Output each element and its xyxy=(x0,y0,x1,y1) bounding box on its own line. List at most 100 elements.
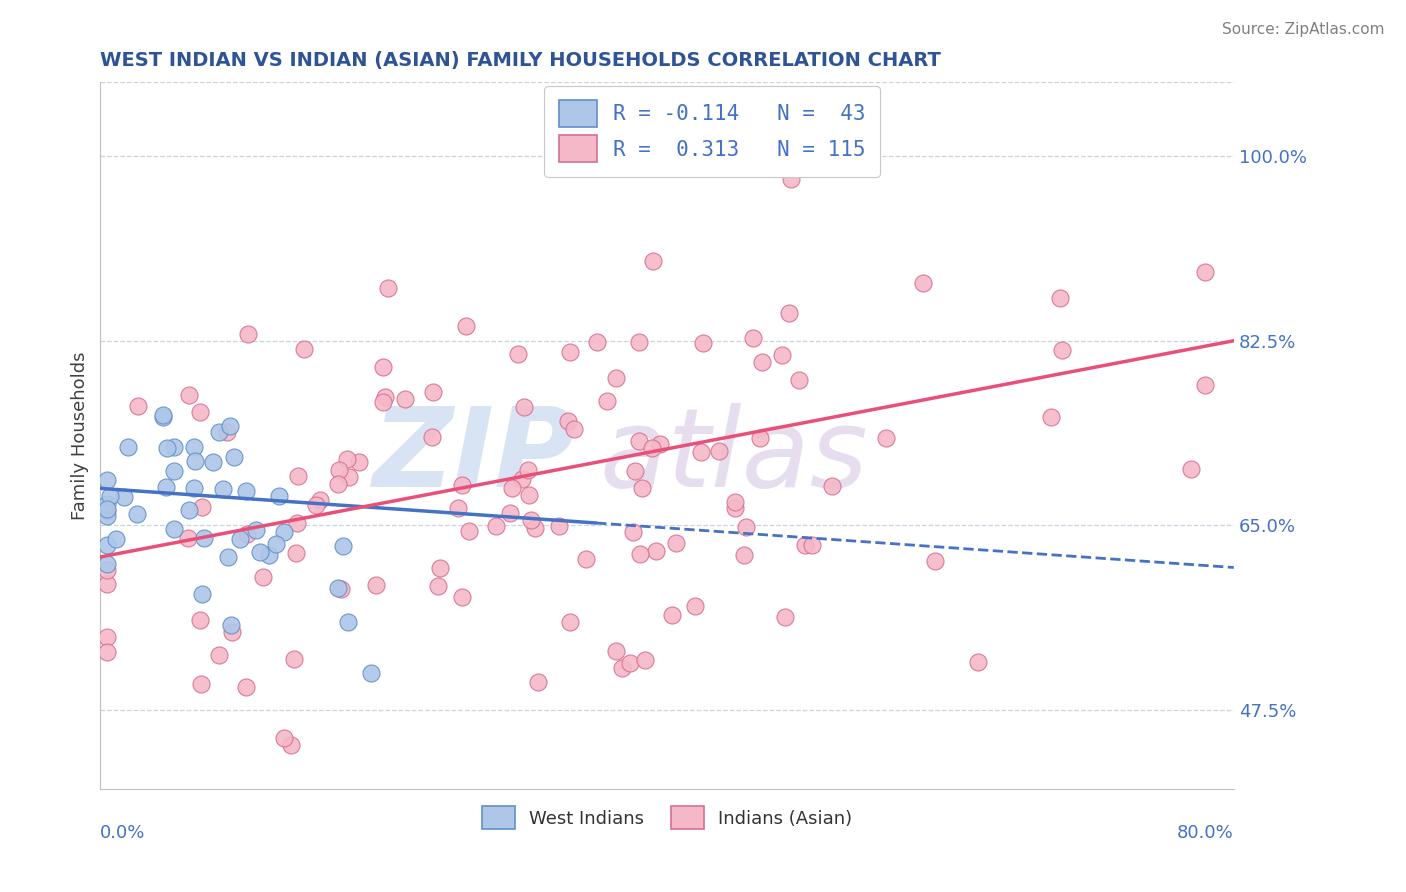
Point xyxy=(519,513,541,527)
Point xyxy=(112,491,135,505)
Point xyxy=(257,548,280,562)
Point xyxy=(612,661,634,675)
Point xyxy=(605,643,627,657)
Point xyxy=(373,359,395,374)
Point xyxy=(212,483,235,497)
Point xyxy=(1194,378,1216,392)
Point xyxy=(800,538,823,552)
Point xyxy=(707,444,730,458)
Point xyxy=(512,400,534,414)
Point xyxy=(96,577,118,591)
Point xyxy=(104,532,127,546)
Point xyxy=(450,477,472,491)
Point xyxy=(360,665,382,680)
Point xyxy=(177,531,200,545)
Point xyxy=(772,348,794,362)
Point xyxy=(188,404,211,418)
Point xyxy=(152,409,174,424)
Point xyxy=(163,522,186,536)
Point xyxy=(456,319,478,334)
Point xyxy=(548,519,571,533)
Point xyxy=(485,519,508,533)
Point xyxy=(96,504,118,518)
Point xyxy=(575,552,598,566)
Point xyxy=(366,578,388,592)
Point xyxy=(911,277,934,291)
Point xyxy=(235,484,257,499)
Point xyxy=(508,347,530,361)
Point xyxy=(224,450,246,465)
Point xyxy=(328,581,350,595)
Point xyxy=(429,561,451,575)
Point xyxy=(96,644,118,658)
Point xyxy=(422,384,444,399)
Point xyxy=(733,548,755,562)
Point xyxy=(501,482,523,496)
Point xyxy=(96,508,118,523)
Point xyxy=(177,388,200,402)
Point xyxy=(628,334,651,349)
Point xyxy=(641,441,664,455)
Y-axis label: Family Households: Family Households xyxy=(72,351,89,520)
Point xyxy=(967,655,990,669)
Point xyxy=(236,326,259,341)
Point xyxy=(273,731,295,745)
Point xyxy=(190,613,212,627)
Point xyxy=(373,395,395,409)
Point xyxy=(641,254,664,268)
Point xyxy=(163,440,186,454)
Point xyxy=(208,425,231,439)
Point xyxy=(751,355,773,369)
Point xyxy=(190,677,212,691)
Point xyxy=(450,590,472,604)
Point xyxy=(96,631,118,645)
Point xyxy=(627,434,650,449)
Point xyxy=(742,331,765,345)
Point xyxy=(207,648,229,662)
Point xyxy=(328,477,350,491)
Point xyxy=(499,506,522,520)
Point xyxy=(221,624,243,639)
Text: WEST INDIAN VS INDIAN (ASIAN) FAMILY HOUSEHOLDS CORRELATION CHART: WEST INDIAN VS INDIAN (ASIAN) FAMILY HOU… xyxy=(100,51,941,70)
Point xyxy=(273,525,295,540)
Point xyxy=(155,480,177,494)
Point xyxy=(374,390,396,404)
Point xyxy=(96,557,118,571)
Point xyxy=(156,441,179,455)
Point xyxy=(749,431,772,445)
Point xyxy=(183,440,205,454)
Point xyxy=(683,599,706,614)
Point xyxy=(557,414,579,428)
Point xyxy=(235,527,257,541)
Point xyxy=(283,652,305,666)
Point xyxy=(558,615,581,630)
Point xyxy=(1049,291,1071,305)
Point xyxy=(285,516,308,531)
Point xyxy=(96,792,118,806)
Text: 80.0%: 80.0% xyxy=(1177,824,1234,842)
Point xyxy=(96,563,118,577)
Point xyxy=(215,425,238,439)
Point xyxy=(280,738,302,752)
Point xyxy=(330,582,353,596)
Point xyxy=(512,472,534,486)
Point xyxy=(245,523,267,537)
Point xyxy=(183,481,205,495)
Point xyxy=(249,545,271,559)
Point xyxy=(562,422,585,436)
Point xyxy=(193,531,215,545)
Point xyxy=(457,524,479,539)
Text: 0.0%: 0.0% xyxy=(100,824,146,842)
Point xyxy=(1050,343,1073,357)
Point xyxy=(127,399,149,413)
Point xyxy=(294,342,316,356)
Point xyxy=(96,497,118,511)
Point xyxy=(183,454,205,468)
Point xyxy=(285,546,308,560)
Point xyxy=(661,607,683,622)
Point xyxy=(560,344,582,359)
Point xyxy=(217,550,239,565)
Point xyxy=(377,281,399,295)
Text: atlas: atlas xyxy=(599,403,868,510)
Point xyxy=(332,539,354,553)
